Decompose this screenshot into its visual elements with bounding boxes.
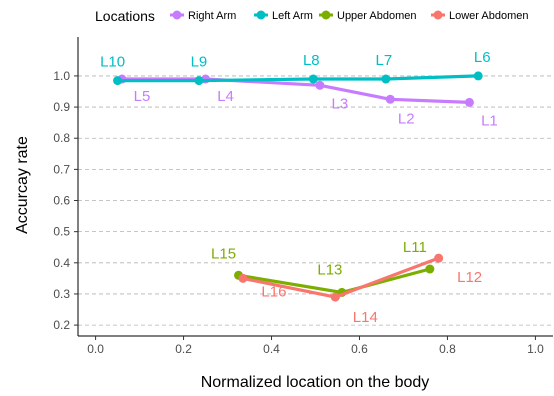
data-point: [381, 74, 391, 84]
y-tick-label: 0.7: [53, 162, 70, 176]
data-point: [315, 80, 325, 90]
axes: [77, 37, 553, 337]
point-label: L2: [398, 110, 415, 127]
data-point: [464, 97, 474, 107]
x-tick-label: 0.4: [263, 342, 280, 356]
point-label: L10: [100, 54, 125, 71]
x-tick-label: 0.8: [439, 342, 456, 356]
y-tick-label: 0.2: [53, 318, 70, 332]
y-axis-title: Accurcay rate: [14, 136, 31, 234]
legend-label: Left Arm: [272, 10, 313, 22]
legend-title: Locations: [95, 8, 155, 24]
point-label: L16: [261, 283, 286, 300]
data-point: [434, 253, 444, 263]
x-axis-title: Normalized location on the body: [201, 374, 430, 391]
data-point: [473, 71, 483, 81]
data-point: [113, 76, 123, 86]
data-point: [308, 74, 318, 84]
point-label: L14: [353, 309, 378, 326]
x-tick-label: 0.0: [87, 342, 104, 356]
point-label: L4: [217, 88, 234, 105]
point-label: L5: [134, 88, 151, 105]
legend-label: Upper Abdomen: [337, 10, 417, 22]
y-tick-label: 1.0: [53, 69, 70, 83]
x-tick-label: 0.2: [175, 342, 192, 356]
y-tick-label: 0.6: [53, 194, 70, 208]
legend-key-point: [256, 10, 266, 20]
data-point: [238, 273, 248, 283]
series-layer: [113, 71, 483, 302]
data-point: [385, 94, 395, 104]
point-label: L12: [457, 269, 482, 286]
legend: Locations Right Arm Left Arm Upper Abdomen…: [95, 8, 529, 24]
x-tick-label: 1.0: [527, 342, 544, 356]
point-label: L13: [317, 261, 342, 278]
legend-key-point: [433, 10, 443, 20]
ticks: 0.2 0.3 0.4 0.5 0.6 0.7 0.8 0.9 1.0 0.0 0.2 0.4 0.6 0…: [53, 69, 544, 356]
y-tick-label: 0.3: [53, 287, 70, 301]
legend-label: Right Arm: [188, 10, 236, 22]
y-tick-label: 0.4: [53, 256, 70, 270]
data-point: [194, 76, 204, 86]
grid-lines: [78, 75, 553, 326]
point-label: L11: [403, 239, 427, 256]
x-tick-label: 0.6: [351, 342, 368, 356]
series-line: [120, 77, 471, 105]
point-label: L9: [191, 54, 208, 71]
point-label: L1: [481, 112, 498, 129]
point-labels: L5 L4 L3 L2 L1 L10 L9 L8 L7 L6 L15 L13 L11 L16 L14 L12: [100, 49, 498, 326]
point-label: L3: [332, 95, 349, 112]
legend-label: Lower Abdomen: [449, 10, 529, 22]
point-label: L6: [474, 49, 491, 66]
y-tick-label: 0.9: [53, 100, 70, 114]
legend-key-point: [172, 10, 182, 20]
point-label: L15: [211, 245, 236, 262]
y-tick-label: 0.8: [53, 131, 70, 145]
data-point: [330, 292, 340, 302]
data-point: [425, 264, 435, 274]
y-tick-label: 0.5: [53, 225, 70, 239]
point-label: L8: [303, 52, 320, 69]
point-label: L7: [376, 52, 393, 69]
legend-key-point: [321, 10, 331, 20]
